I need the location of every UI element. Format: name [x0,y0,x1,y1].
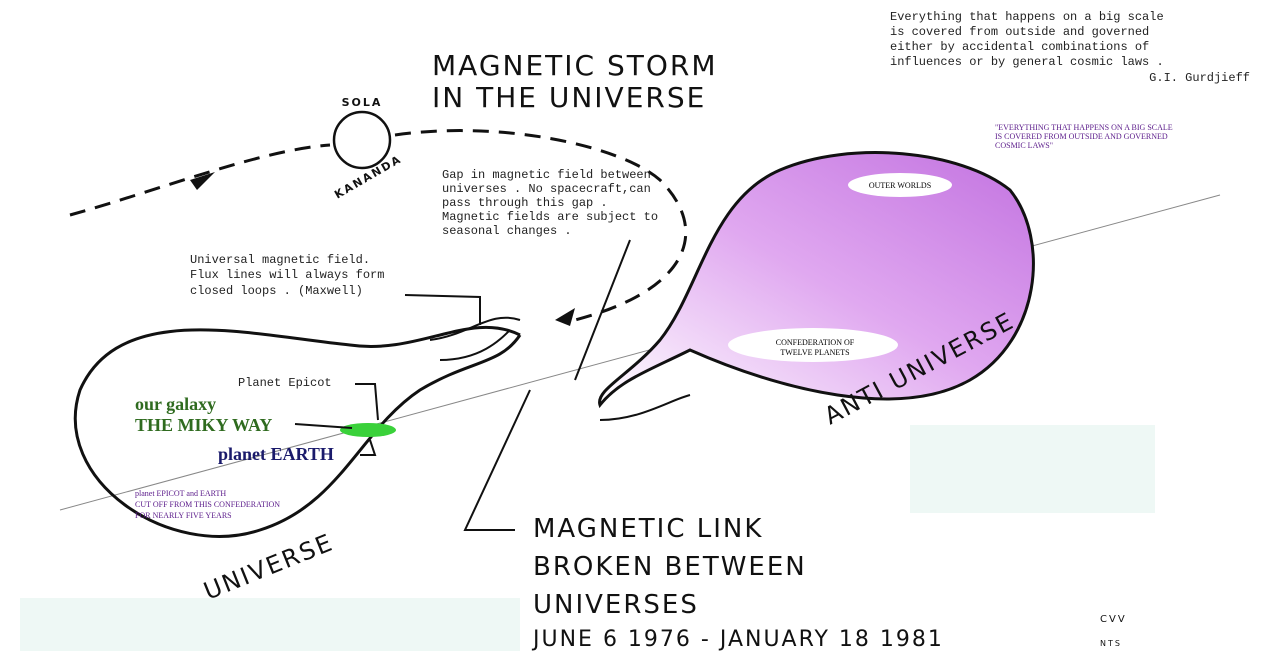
quote-line: influences or by general cosmic laws . [890,55,1164,69]
cut-off-line: FOR NEARLY FIVE YEARS [135,511,232,520]
galaxy-mark [340,423,396,437]
note-line: Universal magnetic field. [190,253,370,267]
earth-label: planet EARTH [218,444,334,464]
caps-line: "EVERYTHING THAT HAPPENS ON A BIG SCALE [995,123,1173,132]
panel [20,598,520,651]
note-line: universes . No spacecraft,can [442,182,651,196]
confederation: CONFEDERATION OF [776,338,855,347]
pointer [355,240,630,530]
cut-off-line: planet EPICOT and EARTH [135,489,226,498]
outer-worlds: OUTER WORLDS [869,181,931,190]
pointer [295,424,352,428]
gap-note: Gap in magnetic field between universes … [442,168,658,238]
milky-way-label: THE MIKY WAY [135,415,272,435]
anti-universe-shape [600,153,1034,405]
title: MAGNETIC STORM [432,49,718,82]
sun-label: SOLA [342,96,383,109]
link-line: MAGNETIC LINK [533,514,763,544]
initials: CVV [1100,614,1127,625]
quote-line: either by accidental combinations of [890,40,1149,54]
quote-line: is covered from outside and governed [890,25,1149,39]
note-line: Magnetic fields are subject to [442,210,658,224]
quote-line: Everything that happens on a big scale [890,10,1164,24]
universe-label: UNIVERSE [200,528,338,605]
panel [910,425,1155,513]
note-line: seasonal changes . [442,224,572,238]
quote: Everything that happens on a big scale i… [890,10,1250,85]
field-note: Universal magnetic field. Flux lines wil… [190,253,384,298]
initials: NTS [1100,639,1122,648]
note-line: Flux lines will always form [190,268,384,282]
link-line: UNIVERSES [533,590,699,620]
caps-line: IS COVERED FROM OUTSIDE AND GOVERNED [995,132,1168,141]
note-line: pass through this gap . [442,196,608,210]
caps-quote: "EVERYTHING THAT HAPPENS ON A BIG SCALE … [995,123,1173,150]
note-line: closed loops . (Maxwell) [190,284,363,298]
confederation: TWELVE PLANETS [780,348,849,357]
caps-line: COSMIC LAWS" [995,141,1053,150]
epicot-label: Planet Epicot [238,376,332,390]
cut-off-line: CUT OFF FROM THIS CONFEDERATION [135,500,280,509]
note-line: Gap in magnetic field between [442,168,651,182]
link-date: JUNE 6 1976 - JANUARY 18 1981 [531,627,944,651]
sun [334,112,390,168]
title: IN THE UNIVERSE [432,81,706,114]
link-line: BROKEN BETWEEN [533,552,807,582]
quote-author: G.I. Gurdjieff [1149,71,1250,85]
galaxy-label: our galaxy [135,394,216,414]
cut-off-note: planet EPICOT and EARTH CUT OFF FROM THI… [135,489,280,520]
diagram: Everything that happens on a big scale i… [0,0,1264,651]
